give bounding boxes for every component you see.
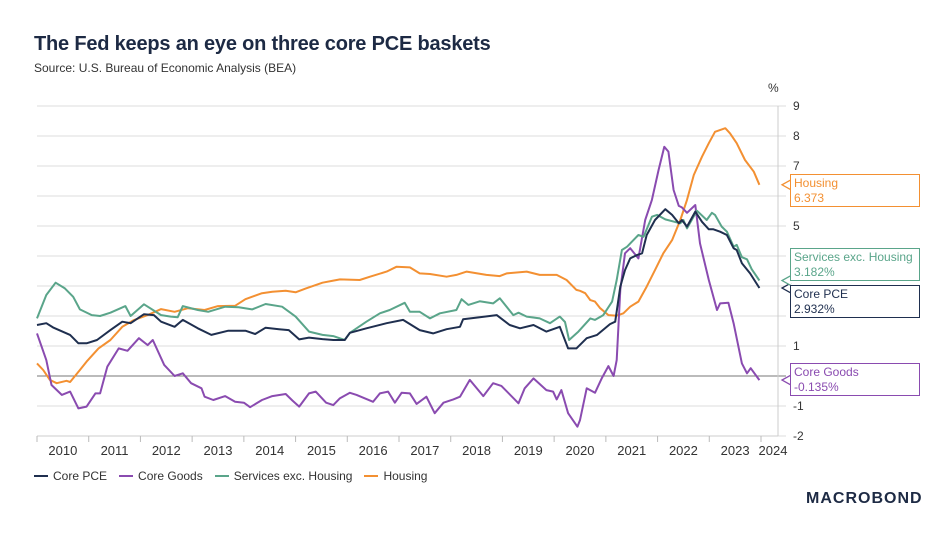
callout-pointer xyxy=(780,282,792,294)
callout-label: Core PCE xyxy=(794,287,849,301)
legend-label: Core PCE xyxy=(53,469,108,483)
legend-swatch xyxy=(119,475,134,477)
y-tick-label: 1 xyxy=(793,339,800,353)
x-tick-label: 2016 xyxy=(359,443,388,458)
legend-item-core-pce[interactable]: Core PCE xyxy=(34,469,107,483)
legend-item-housing[interactable]: Housing xyxy=(364,469,427,483)
x-tick-label: 2015 xyxy=(307,443,336,458)
x-tick-label: 2013 xyxy=(204,443,233,458)
series-line-core-goods xyxy=(36,145,761,428)
legend-item-services[interactable]: Services exc. Housing xyxy=(214,469,353,483)
callout-value: -0.135% xyxy=(794,380,839,394)
callout-value: 3.182% xyxy=(794,265,835,279)
x-tick-label: 2012 xyxy=(152,443,181,458)
legend-swatch xyxy=(214,475,229,477)
x-tick-label: 2018 xyxy=(462,443,491,458)
x-tick-label: 2019 xyxy=(514,443,543,458)
legend-swatch xyxy=(364,475,379,477)
callout-pointer xyxy=(780,374,792,386)
callout-pointer xyxy=(780,274,792,287)
callout-pointer xyxy=(780,179,792,191)
y-axis-unit: % xyxy=(768,81,779,95)
y-tick-label: 7 xyxy=(793,159,800,173)
x-tick-label: 2017 xyxy=(410,443,439,458)
series-line-housing xyxy=(36,127,761,385)
callout-value: 2.932% xyxy=(794,302,835,316)
y-tick-label: 9 xyxy=(793,99,800,113)
callout-services: Services exc. Housing 3.182% xyxy=(790,248,920,281)
y-tick-label: 5 xyxy=(793,219,800,233)
x-tick-label: 2011 xyxy=(101,443,129,458)
legend-label: Services exc. Housing xyxy=(233,469,353,483)
chart-title: The Fed keeps an eye on three core PCE b… xyxy=(34,33,491,55)
callout-value: 6.373 xyxy=(794,191,825,205)
legend-label: Housing xyxy=(383,469,428,483)
x-tick-label: 2023 xyxy=(721,443,750,458)
x-tick-label: 2024 xyxy=(759,443,788,458)
callout-housing: Housing 6.373 xyxy=(790,174,920,207)
x-tick-label: 2010 xyxy=(48,443,77,458)
callout-label: Housing xyxy=(794,176,839,190)
y-tick-label: -2 xyxy=(793,429,804,443)
series-line-core-pce xyxy=(36,208,761,350)
legend-swatch xyxy=(34,475,48,477)
x-tick-label: 2020 xyxy=(566,443,595,458)
y-tick-label: -1 xyxy=(793,399,804,413)
macrobond-logo: MACROBOND xyxy=(806,490,923,507)
x-tick-label: 2021 xyxy=(617,443,646,458)
legend: Core PCE Core Goods Services exc. Housin… xyxy=(34,469,427,483)
callout-label: Services exc. Housing xyxy=(794,250,913,264)
x-tick-label: 2014 xyxy=(255,443,284,458)
chart-source: Source: U.S. Bureau of Economic Analysis… xyxy=(34,61,297,75)
callout-core-pce: Core PCE 2.932% xyxy=(790,285,920,318)
callout-core-goods: Core Goods -0.135% xyxy=(790,363,920,396)
legend-label: Core Goods xyxy=(138,469,203,483)
x-tick-label: 2022 xyxy=(669,443,698,458)
legend-item-core-goods[interactable]: Core Goods xyxy=(119,469,203,483)
callout-label: Core Goods xyxy=(794,365,859,379)
y-tick-label: 8 xyxy=(793,129,800,143)
